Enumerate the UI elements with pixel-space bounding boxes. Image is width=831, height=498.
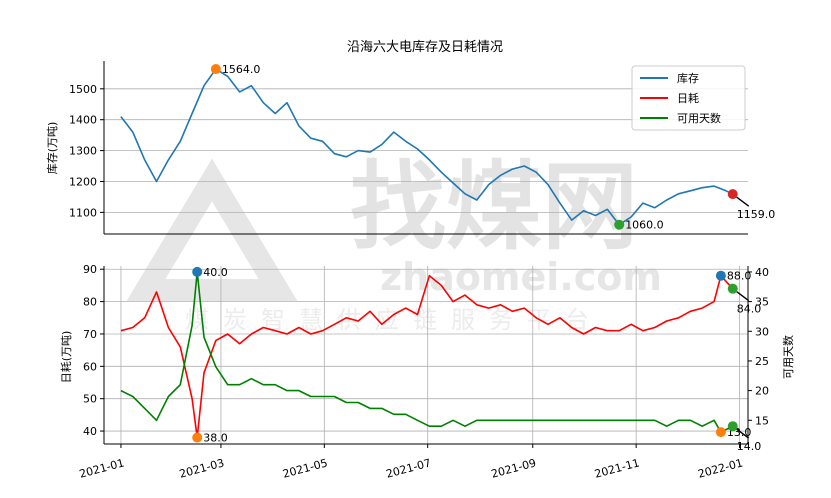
x-ticks: 2021-01 2021-03 2021-05 2021-07 2021-09 2021-… bbox=[78, 444, 744, 481]
watermark-logo bbox=[126, 158, 298, 301]
y-tick-label: 60 bbox=[83, 360, 97, 373]
watermark-brand: 找煤网 bbox=[350, 151, 638, 263]
annotation-marker bbox=[192, 266, 203, 277]
annotation-label: 84.0 bbox=[737, 303, 762, 316]
watermark: 找煤网 zhaomei.com 煤炭智慧供应链服务平台 bbox=[126, 151, 662, 334]
y2-tick-label: 35 bbox=[755, 296, 769, 309]
inventory-y-label: 库存(万吨) bbox=[45, 122, 59, 175]
y-tick-label: 80 bbox=[83, 296, 97, 309]
annotation-label: 40.0 bbox=[203, 266, 228, 279]
y2-tick-label: 20 bbox=[755, 385, 769, 398]
inventory-line bbox=[120, 68, 734, 226]
annotation-label: 1060.0 bbox=[625, 219, 664, 232]
annotation-label: 38.0 bbox=[203, 432, 228, 445]
y2-tick-label: 25 bbox=[755, 355, 769, 368]
consumption-grid bbox=[104, 266, 748, 444]
consumption-y-ticks: 40 50 60 70 80 90 bbox=[83, 263, 104, 438]
consumption-line bbox=[120, 274, 734, 439]
annotation-label: 14.0 bbox=[737, 440, 762, 453]
y-tick-label: 1100 bbox=[69, 206, 97, 219]
y-tick-label: 1200 bbox=[69, 175, 97, 188]
annotation-arrow bbox=[736, 428, 750, 439]
annotation-marker bbox=[727, 421, 738, 432]
inventory-series bbox=[120, 68, 734, 226]
annotation-arrow bbox=[736, 196, 750, 207]
x-tick-label: 2021-11 bbox=[593, 456, 641, 480]
inventory-panel: 1100 1200 1300 1400 1500 库存(万吨) 1564.0 1060.0… bbox=[45, 61, 776, 235]
y-tick-label: 1500 bbox=[69, 83, 97, 96]
legend: 库存 日耗 可用天数 bbox=[631, 65, 746, 131]
annotation-label: 88.0 bbox=[727, 270, 752, 283]
y-tick-label: 1300 bbox=[69, 145, 97, 158]
x-tick-label: 2021-07 bbox=[385, 456, 433, 480]
legend-label-inventory: 库存 bbox=[677, 71, 699, 85]
inventory-annotations: 1564.0 1060.0 1159.0 bbox=[210, 63, 776, 232]
annotation-marker bbox=[210, 64, 221, 75]
annotation-marker bbox=[715, 270, 726, 281]
x-tick-label: 2021-01 bbox=[78, 456, 126, 480]
y-tick-label: 50 bbox=[83, 393, 97, 406]
consumption-y-label: 日耗(万吨) bbox=[60, 331, 73, 384]
y-tick-label: 70 bbox=[83, 328, 97, 341]
inventory-y-ticks: 1100 1200 1300 1400 1500 bbox=[69, 83, 104, 219]
watermark-domain: zhaomei.com bbox=[380, 255, 662, 299]
y2-tick-label: 40 bbox=[755, 266, 769, 279]
days-y-ticks: 15 20 25 30 35 40 bbox=[748, 266, 769, 427]
annotation-label: 1159.0 bbox=[737, 208, 776, 221]
y2-tick-label: 15 bbox=[755, 414, 769, 427]
annotation-label: 1564.0 bbox=[222, 63, 261, 76]
y2-tick-label: 30 bbox=[755, 325, 769, 338]
consumption-series bbox=[120, 271, 734, 439]
x-tick-label: 2021-09 bbox=[490, 456, 538, 480]
annotation-marker bbox=[727, 189, 738, 200]
days-y-label: 可用天数 bbox=[782, 335, 795, 379]
x-tick-label: 2021-05 bbox=[281, 456, 329, 480]
annotation-marker bbox=[192, 432, 203, 443]
consumption-annotations: 38.088.084.040.013.014.0 bbox=[192, 266, 761, 453]
legend-box bbox=[631, 65, 746, 131]
available-days-line bbox=[120, 271, 734, 433]
annotation-marker bbox=[614, 219, 625, 230]
annotation-marker bbox=[727, 283, 738, 294]
x-tick-label: 2022-01 bbox=[697, 456, 745, 480]
annotation-marker bbox=[715, 427, 726, 438]
annotation-arrow bbox=[736, 291, 750, 302]
y-tick-label: 90 bbox=[83, 263, 97, 276]
x-tick-label: 2021-03 bbox=[178, 456, 226, 480]
legend-label-consumption: 日耗 bbox=[677, 92, 699, 105]
chart-title: 沿海六大电库存及日耗情况 bbox=[347, 39, 503, 55]
y-tick-label: 1400 bbox=[69, 114, 97, 127]
y-tick-label: 40 bbox=[83, 425, 97, 438]
legend-label-days: 可用天数 bbox=[677, 112, 721, 125]
